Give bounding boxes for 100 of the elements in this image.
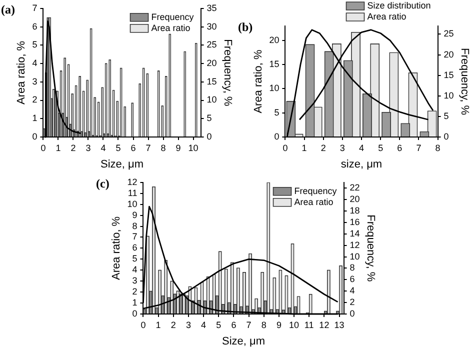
y-tick-label: 3	[32, 76, 38, 86]
x-tick-label: 7	[246, 320, 252, 330]
y2-tick-label: 20	[206, 58, 217, 68]
x-axis-title: size, μm	[340, 158, 382, 170]
y-tick-label: 11	[128, 188, 138, 198]
x-tick-label: 0	[282, 142, 288, 153]
y-tick-label: 20	[269, 34, 280, 45]
y2-tick-label: 14	[350, 228, 360, 238]
legend-label: Area ratio	[367, 11, 406, 22]
y-tick-label: 4	[32, 58, 38, 68]
y-axis-title: Area ratio, %	[252, 49, 265, 114]
y2-tick-label: 16	[350, 216, 360, 227]
y-tick-label: 15	[269, 59, 280, 70]
y2-tick-label: 0	[444, 131, 449, 142]
x-axis-title: Size, μm	[222, 335, 266, 348]
x-tick-label: 1	[56, 142, 61, 153]
y2-tick-label: 15	[444, 70, 454, 80]
x-tick-label: 0	[140, 320, 146, 330]
legend-label: Frequency	[151, 12, 194, 22]
x-tick-label: 4	[201, 320, 206, 330]
x-tick-label: 6	[397, 142, 402, 153]
y-tick-label: 3	[132, 276, 138, 286]
y2-axis-title: Frequency, %	[458, 48, 470, 116]
x-tick-label: 11	[304, 320, 314, 330]
y-tick-label: 5	[32, 40, 38, 50]
y-tick-label: 9	[132, 210, 138, 220]
x-tick-label: 3	[186, 320, 191, 330]
x-tick-label: 2	[70, 142, 76, 153]
y-tick-label: 8	[132, 220, 138, 231]
y-tick-label: 7	[132, 232, 138, 242]
x-tick-label: 0	[40, 142, 46, 153]
y-tick-label: 7	[32, 2, 38, 13]
y-tick-label: 10	[127, 198, 138, 209]
y-tick-label: 5	[132, 254, 138, 264]
y2-tick-label: 25	[444, 28, 454, 39]
y2-axis-title: Frequency, %	[221, 39, 234, 106]
x-tick-label: 2	[170, 320, 176, 330]
y-axis-title: Area ratio, %	[16, 40, 28, 104]
y-tick-label: 1	[132, 298, 138, 308]
x-tick-label: 8	[261, 320, 266, 330]
x-tick-label: 12	[319, 320, 330, 330]
x-tick-label: 2	[320, 142, 326, 153]
x-tick-label: 6	[231, 320, 236, 330]
y-tick-label: 12	[127, 176, 138, 187]
x-tick-label: 10	[289, 320, 300, 330]
legend-label: Area ratio	[294, 196, 334, 207]
y-tick-label: 5	[274, 107, 280, 118]
y-tick-label: 6	[132, 242, 138, 253]
x-tick-label: 13	[334, 320, 344, 330]
y-tick-label: 0	[274, 131, 280, 142]
y2-tick-label: 15	[206, 76, 217, 86]
chart-title: (a)	[1, 2, 15, 16]
y-tick-label: 4	[132, 264, 138, 275]
x-tick-label: 5	[378, 142, 384, 153]
x-tick-label: 4	[100, 142, 106, 153]
x-tick-label: 10	[188, 142, 198, 153]
y-tick-label: 10	[269, 83, 280, 94]
y2-tick-label: 5	[444, 110, 449, 121]
x-tick-label: 7	[146, 142, 151, 153]
x-tick-label: 4	[358, 142, 364, 153]
legend-label: Area ratio	[151, 22, 190, 33]
y-tick-label: 0	[32, 131, 38, 142]
y2-tick-label: 4	[350, 286, 355, 296]
y2-tick-label: 18	[350, 205, 360, 216]
y-tick-label: 0	[132, 308, 138, 318]
y2-tick-label: 10	[350, 251, 360, 262]
y2-tick-label: 0	[206, 131, 212, 142]
y-tick-label: 2	[132, 286, 138, 297]
x-tick-label: 5	[116, 142, 121, 153]
x-axis-title: Size, μm	[100, 158, 144, 170]
y2-tick-label: 10	[206, 94, 217, 105]
y2-tick-label: 0	[350, 308, 355, 318]
y2-tick-label: 22	[350, 182, 360, 193]
y2-tick-label: 30	[206, 21, 217, 32]
y2-tick-label: 10	[444, 90, 454, 100]
y-axis-title: Area ratio, %	[110, 216, 123, 280]
y2-tick-label: 35	[206, 2, 217, 13]
y-tick-label: 1	[32, 113, 38, 124]
y-tick-label: 6	[32, 21, 38, 32]
y2-tick-label: 6	[350, 274, 355, 284]
x-tick-label: 1	[156, 320, 161, 330]
x-tick-label: 9	[176, 142, 181, 153]
legend-label: Frequency	[294, 186, 338, 196]
x-tick-label: 5	[216, 320, 222, 330]
x-tick-label: 8	[160, 142, 166, 153]
y2-tick-label: 25	[206, 40, 217, 50]
y2-tick-label: 20	[444, 49, 454, 60]
legend-label: Size distribution	[367, 0, 431, 10]
x-tick-label: 8	[435, 142, 440, 153]
x-tick-label: 3	[86, 142, 91, 153]
chart-title: (c)	[96, 176, 110, 190]
y2-tick-label: 12	[350, 240, 360, 250]
y-tick-label: 2	[32, 94, 38, 105]
y2-axis-title: Frequency, %	[364, 214, 376, 282]
x-tick-label: 3	[340, 142, 345, 153]
x-tick-label: 1	[302, 142, 307, 153]
y2-tick-label: 20	[350, 194, 360, 204]
y2-tick-label: 2	[350, 297, 355, 308]
chart-title: (b)	[238, 20, 253, 34]
y2-tick-label: 5	[206, 113, 212, 124]
